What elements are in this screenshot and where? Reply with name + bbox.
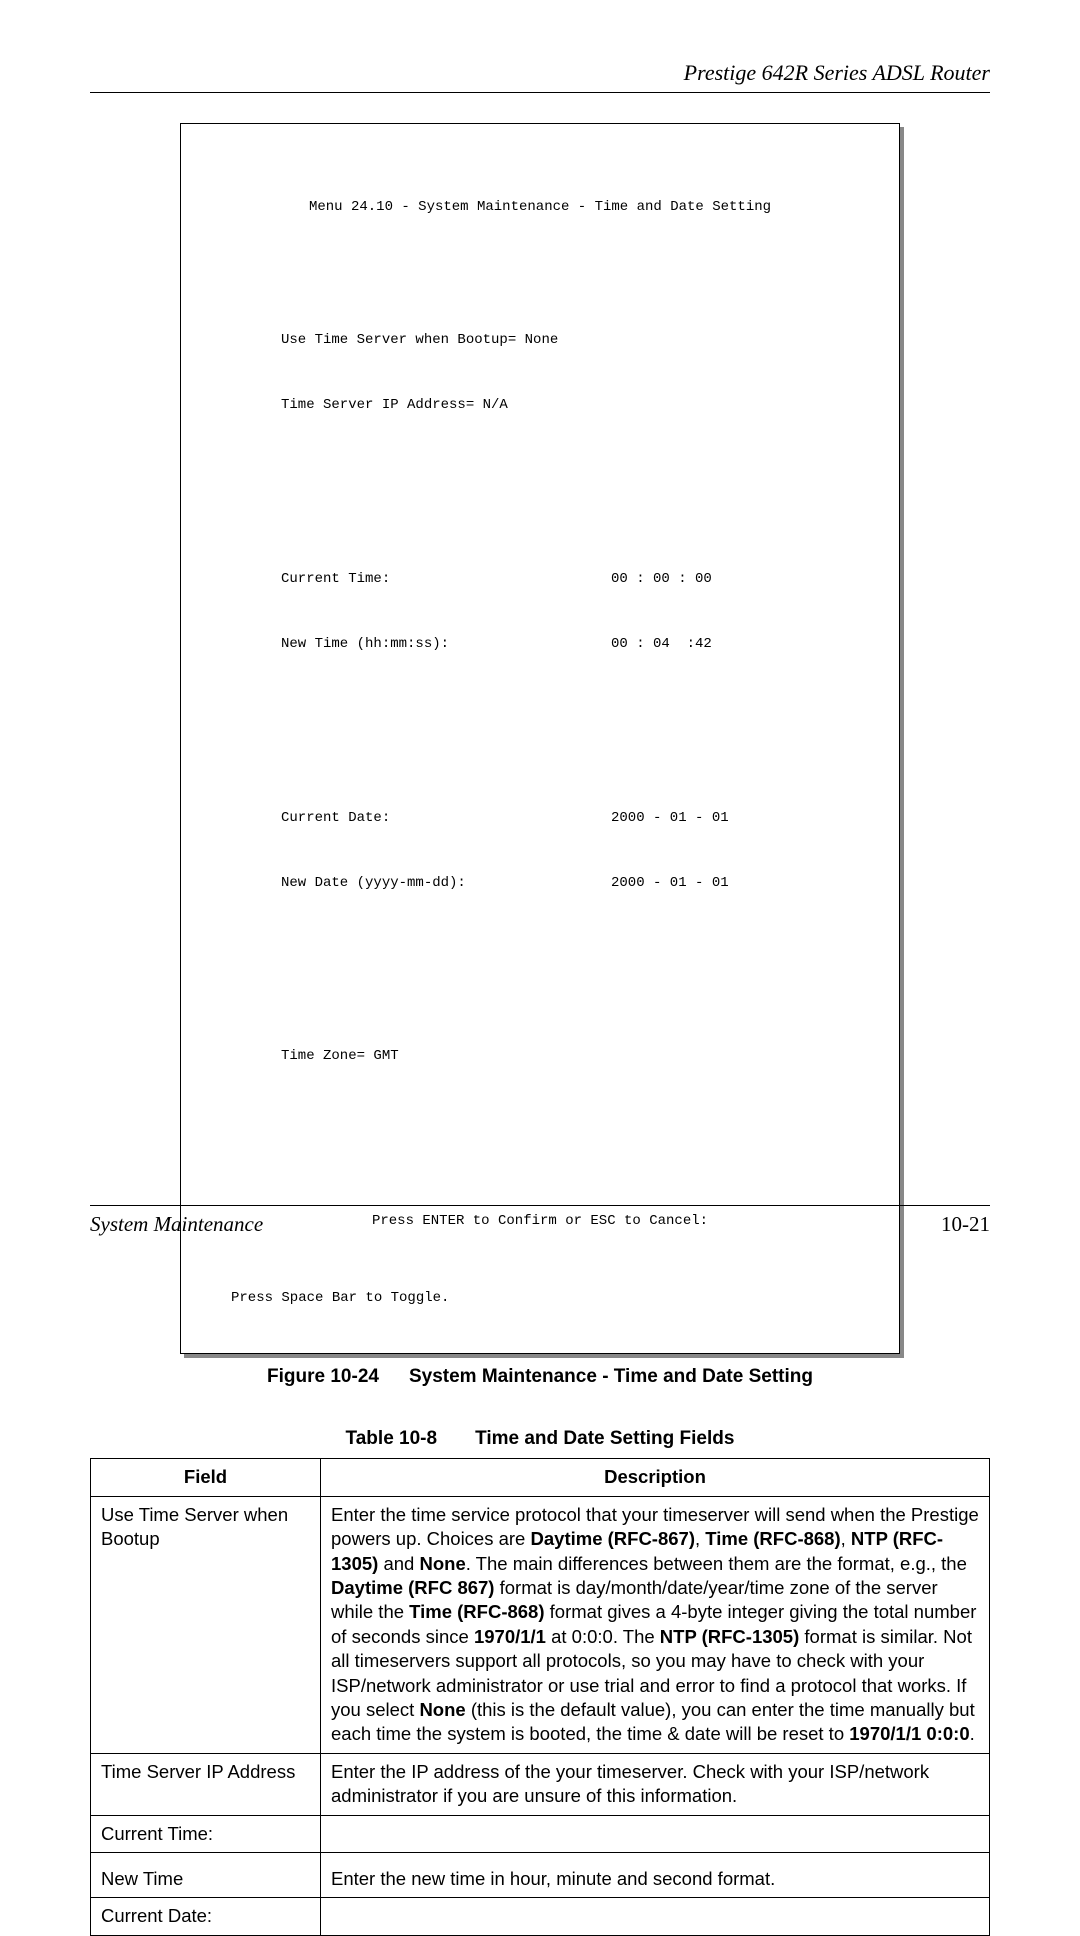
term-current-time-value: 00 : 00 : 00	[611, 569, 712, 591]
term-current-date-label: Current Date:	[281, 808, 611, 830]
th-description: Description	[321, 1459, 990, 1496]
figure-title: System Maintenance - Time and Date Setti…	[409, 1366, 813, 1387]
terminal-title: Menu 24.10 - System Maintenance - Time a…	[211, 197, 869, 219]
term-time-zone: Time Zone= GMT	[281, 1046, 869, 1068]
th-field: Field	[91, 1459, 321, 1496]
terminal-screen: Menu 24.10 - System Maintenance - Time a…	[180, 123, 900, 1354]
table-row: Current Time:	[91, 1815, 990, 1852]
page-footer: System Maintenance 10-21	[90, 1205, 990, 1237]
fields-table: Field Description Use Time Server when B…	[90, 1458, 990, 1936]
figure-label: Figure 10-24	[267, 1366, 379, 1387]
page-header: Prestige 642R Series ADSL Router	[90, 60, 990, 93]
cell-desc: Enter the IP address of the your timeser…	[321, 1753, 990, 1815]
table-row: Current Date:	[91, 1898, 990, 1935]
cell-field: Use Time Server when Bootup	[91, 1496, 321, 1753]
term-current-date-value: 2000 - 01 - 01	[611, 808, 729, 830]
term-new-time-value: 00 : 04 :42	[611, 634, 712, 656]
cell-desc	[321, 1898, 990, 1935]
table-row: New Time Enter the new time in hour, min…	[91, 1853, 990, 1898]
cell-field: Current Date:	[91, 1898, 321, 1935]
table-row: Use Time Server when Bootup Enter the ti…	[91, 1496, 990, 1753]
cell-desc: Enter the time service protocol that you…	[321, 1496, 990, 1753]
term-toggle: Press Space Bar to Toggle.	[231, 1288, 869, 1310]
term-current-time-label: Current Time:	[281, 569, 611, 591]
table-title: Time and Date Setting Fields	[475, 1428, 734, 1449]
term-new-date-label: New Date (yyyy-mm-dd):	[281, 873, 611, 895]
cell-desc	[321, 1815, 990, 1852]
figure-caption: Figure 10-24 System Maintenance - Time an…	[90, 1366, 990, 1388]
footer-page: 10-21	[941, 1212, 990, 1237]
cell-field: Time Server IP Address	[91, 1753, 321, 1815]
table-label: Table 10-8	[346, 1428, 438, 1449]
table-row: Time Server IP Address Enter the IP addr…	[91, 1753, 990, 1815]
term-new-date-value: 2000 - 01 - 01	[611, 873, 729, 895]
cell-field: Current Time:	[91, 1815, 321, 1852]
table-caption: Table 10-8 Time and Date Setting Fields	[90, 1428, 990, 1450]
term-use-time-server: Use Time Server when Bootup= None	[281, 330, 869, 352]
term-new-time-label: New Time (hh:mm:ss):	[281, 634, 611, 656]
cell-field: New Time	[91, 1853, 321, 1898]
cell-desc: Enter the new time in hour, minute and s…	[321, 1853, 990, 1898]
term-time-server-ip: Time Server IP Address= N/A	[281, 395, 869, 417]
footer-section: System Maintenance	[90, 1212, 263, 1237]
